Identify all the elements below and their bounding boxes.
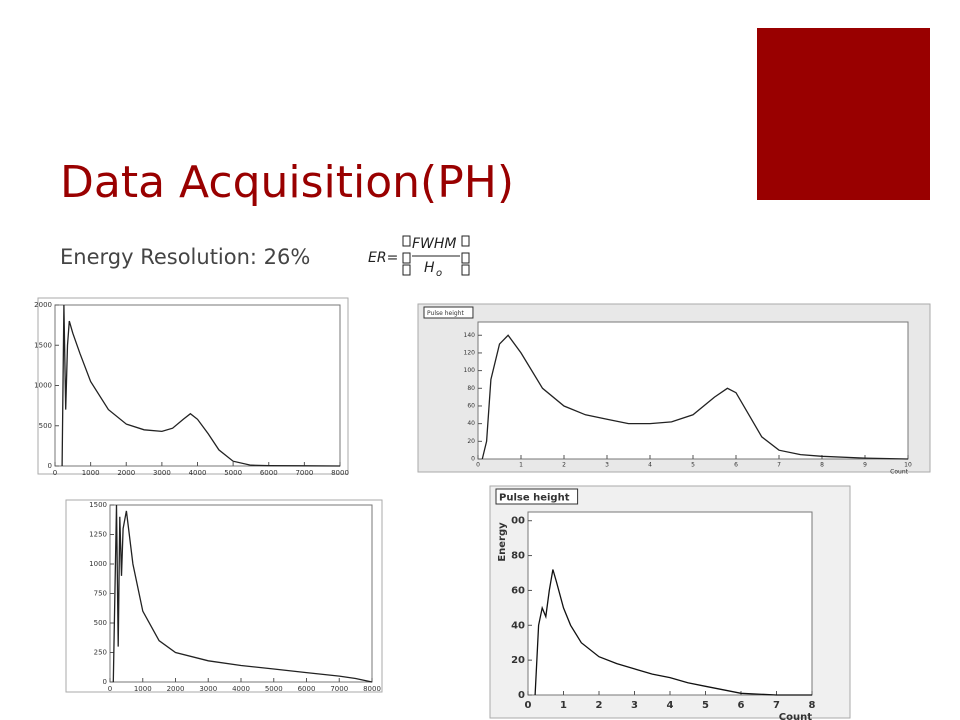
y-tick-label: 20 (511, 655, 525, 666)
glyph-box (402, 252, 411, 264)
x-tick-label: 10 (904, 462, 912, 469)
y-tick-label: 0 (471, 456, 475, 463)
y-tick-label: 0 (103, 678, 107, 686)
x-tick-label: 6000 (260, 469, 278, 477)
plot-area (477, 321, 909, 460)
formula: ER= FWHM H o (368, 235, 470, 279)
x-tick-label: 7000 (295, 469, 313, 477)
x-tick-label: 4 (667, 700, 674, 711)
x-tick-label: 8000 (331, 469, 349, 477)
x-tick-label: 2 (562, 462, 566, 469)
formula-lhs: ER= (368, 250, 398, 266)
x-tick-label: 6 (738, 700, 745, 711)
data-line (481, 334, 909, 460)
x-tick-label: 2000 (117, 469, 135, 477)
slide-title: Data Acquisition(PH) (60, 157, 514, 208)
y-tick-label: 1250 (89, 531, 107, 539)
slide-subtitle: Energy Resolution: 26% (60, 245, 310, 269)
y-axis-label: Energy (497, 522, 508, 562)
chart: 0 1000 2000 3000 4000 5000 6000 7000 8000 0 250 500… (65, 499, 383, 693)
x-tick-label: 5000 (265, 685, 283, 693)
y-tick-label: 500 (94, 619, 107, 627)
plot-area (527, 511, 813, 696)
y-tick-label: 1000 (34, 382, 52, 390)
y-tick-label: 20 (467, 438, 475, 445)
y-tick-label: 1500 (34, 341, 52, 349)
data-line (534, 569, 812, 696)
chart-frame (37, 297, 349, 475)
chart-title-box (495, 488, 579, 505)
x-tick-label: 5 (702, 700, 709, 711)
formula-denominator: H (424, 260, 435, 276)
x-tick-label: 4000 (232, 685, 250, 693)
x-tick-label: 9 (863, 462, 867, 469)
x-tick-label: 3 (605, 462, 609, 469)
glyph-box (461, 235, 470, 247)
data-line (61, 304, 341, 467)
chart-title: Pulse height (427, 310, 464, 317)
x-tick-label: 3000 (153, 469, 171, 477)
x-tick-label: 7000 (330, 685, 348, 693)
x-axis-label: Count (890, 469, 908, 476)
y-tick-label: 80 (511, 551, 525, 562)
x-tick-label: 2 (596, 700, 603, 711)
y-tick-label: 80 (467, 385, 475, 392)
y-tick-label: 250 (94, 649, 107, 657)
y-tick-label: 0 (48, 462, 52, 470)
y-tick-label: 750 (94, 590, 107, 598)
x-tick-label: 5000 (224, 469, 242, 477)
chart-title: Pulse height (499, 493, 570, 504)
y-tick-label: 500 (39, 422, 52, 430)
glyph-box (461, 252, 470, 264)
chart-title-box (423, 306, 474, 319)
x-tick-label: 2000 (167, 685, 185, 693)
x-tick-label: 7 (777, 462, 781, 469)
x-tick-label: 4 (648, 462, 652, 469)
x-tick-label: 8000 (363, 685, 381, 693)
x-tick-label: 0 (53, 469, 57, 477)
y-tick-label: 60 (511, 585, 525, 596)
x-axis-label: Count (779, 712, 812, 720)
x-tick-label: 1 (519, 462, 523, 469)
y-tick-label: 120 (464, 349, 476, 356)
y-tick-label: 2000 (34, 301, 52, 309)
chart: 0 1000 2000 3000 4000 5000 6000 7000 8000 0 500 100… (34, 297, 349, 477)
x-tick-label: 1 (560, 700, 567, 711)
x-tick-label: 7 (773, 700, 780, 711)
x-tick-label: 3000 (199, 685, 217, 693)
x-tick-label: 6 (734, 462, 738, 469)
formula-subscript: o (436, 268, 442, 279)
x-tick-label: 8 (820, 462, 824, 469)
x-tick-label: 1000 (82, 469, 100, 477)
x-tick-label: 0 (476, 462, 480, 469)
glyph-box (402, 235, 411, 247)
glyph-box (461, 264, 470, 276)
glyph-box (402, 264, 411, 276)
y-tick-label: 60 (467, 402, 475, 409)
y-tick-label: 100 (464, 367, 476, 374)
x-tick-label: 1000 (134, 685, 152, 693)
x-tick-label: 5 (691, 462, 695, 469)
y-tick-label: 00 (511, 516, 525, 527)
formula-numerator: FWHM (412, 236, 457, 252)
y-tick-label: 1500 (89, 501, 107, 509)
x-tick-label: 3 (631, 700, 638, 711)
y-tick-label: 40 (511, 620, 525, 631)
x-tick-label: 8 (809, 700, 816, 711)
y-tick-label: 140 (464, 332, 476, 339)
y-tick-label: 1000 (89, 560, 107, 568)
x-tick-label: 0 (525, 700, 532, 711)
y-tick-label: 0 (518, 690, 525, 701)
x-tick-label: 6000 (298, 685, 316, 693)
data-line (112, 504, 373, 683)
x-tick-label: 0 (108, 685, 112, 693)
x-tick-label: 4000 (189, 469, 207, 477)
accent-square (757, 28, 930, 200)
y-tick-label: 40 (467, 420, 475, 427)
